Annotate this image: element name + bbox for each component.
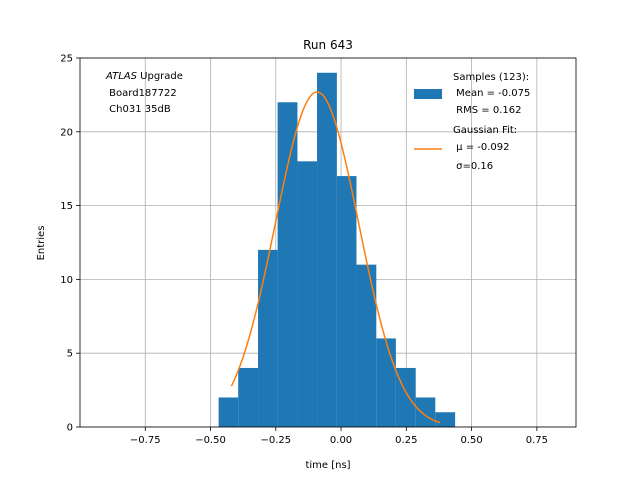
- histogram-bar: [356, 264, 377, 427]
- chart-title: Run 643: [303, 38, 353, 52]
- annotation-experiment: ATLAS: [105, 71, 138, 82]
- histogram-bar: [415, 397, 436, 427]
- annotation-line-3: Ch031 35dB: [106, 104, 171, 115]
- legend-fit-title: Gaussian Fit:: [453, 125, 517, 136]
- x-axis-ticks: −0.75 −0.50 −0.25 0.00 0.25 0.50 0.75: [130, 427, 548, 446]
- histogram-bars: [218, 72, 456, 427]
- histogram-bar: [336, 176, 357, 427]
- y-tick-label: 20: [60, 127, 73, 138]
- plot-frame: [79, 57, 577, 428]
- y-tick-label: 25: [60, 54, 73, 65]
- annotation-experiment-suffix: Upgrade: [137, 71, 183, 82]
- y-tick-label: 0: [67, 423, 73, 434]
- legend-fit-mu: μ = -0.092: [453, 142, 510, 153]
- y-axis-label: Entries: [36, 226, 47, 261]
- histogram-bar: [435, 412, 456, 427]
- y-tick-label: 10: [60, 275, 73, 286]
- histogram-bar: [376, 338, 396, 427]
- y-tick-label: 15: [60, 201, 73, 212]
- x-tick-label: 0.50: [460, 435, 482, 446]
- legend: Samples (123): Mean = -0.075 RMS = 0.162…: [414, 72, 530, 172]
- gaussian-fit-curve: [230, 91, 441, 424]
- histogram-bar: [238, 367, 259, 427]
- legend-samples-rms: RMS = 0.162: [453, 105, 521, 116]
- legend-swatch-samples: [414, 89, 442, 99]
- annotation-line-1: ATLAS Upgrade: [105, 71, 183, 82]
- legend-samples-title: Samples (123):: [453, 72, 529, 83]
- legend-fit-sigma: σ=0.16: [453, 161, 493, 172]
- histogram-bar: [258, 249, 278, 427]
- legend-samples-mean: Mean = -0.075: [453, 88, 530, 99]
- annotation-line-2: Board187722: [106, 88, 177, 99]
- histogram-bar: [317, 72, 337, 427]
- y-tick-label: 5: [67, 349, 73, 360]
- x-tick-label: 0.00: [330, 435, 352, 446]
- y-axis-ticks: 0 5 10 15 20 25: [60, 54, 80, 434]
- experiment-annotation: ATLAS Upgrade Board187722 Ch031 35dB: [105, 71, 183, 115]
- x-tick-label: 0.75: [526, 435, 548, 446]
- x-tick-label: −0.25: [260, 435, 291, 446]
- x-tick-label: −0.75: [130, 435, 161, 446]
- x-tick-label: −0.50: [195, 435, 226, 446]
- gaussian-fit-curve-group: [230, 91, 441, 424]
- histogram-bar: [277, 102, 298, 427]
- histogram-bar: [218, 397, 239, 427]
- x-axis-label: time [ns]: [305, 460, 350, 471]
- x-tick-label: 0.25: [395, 435, 417, 446]
- histogram-bar: [297, 161, 318, 427]
